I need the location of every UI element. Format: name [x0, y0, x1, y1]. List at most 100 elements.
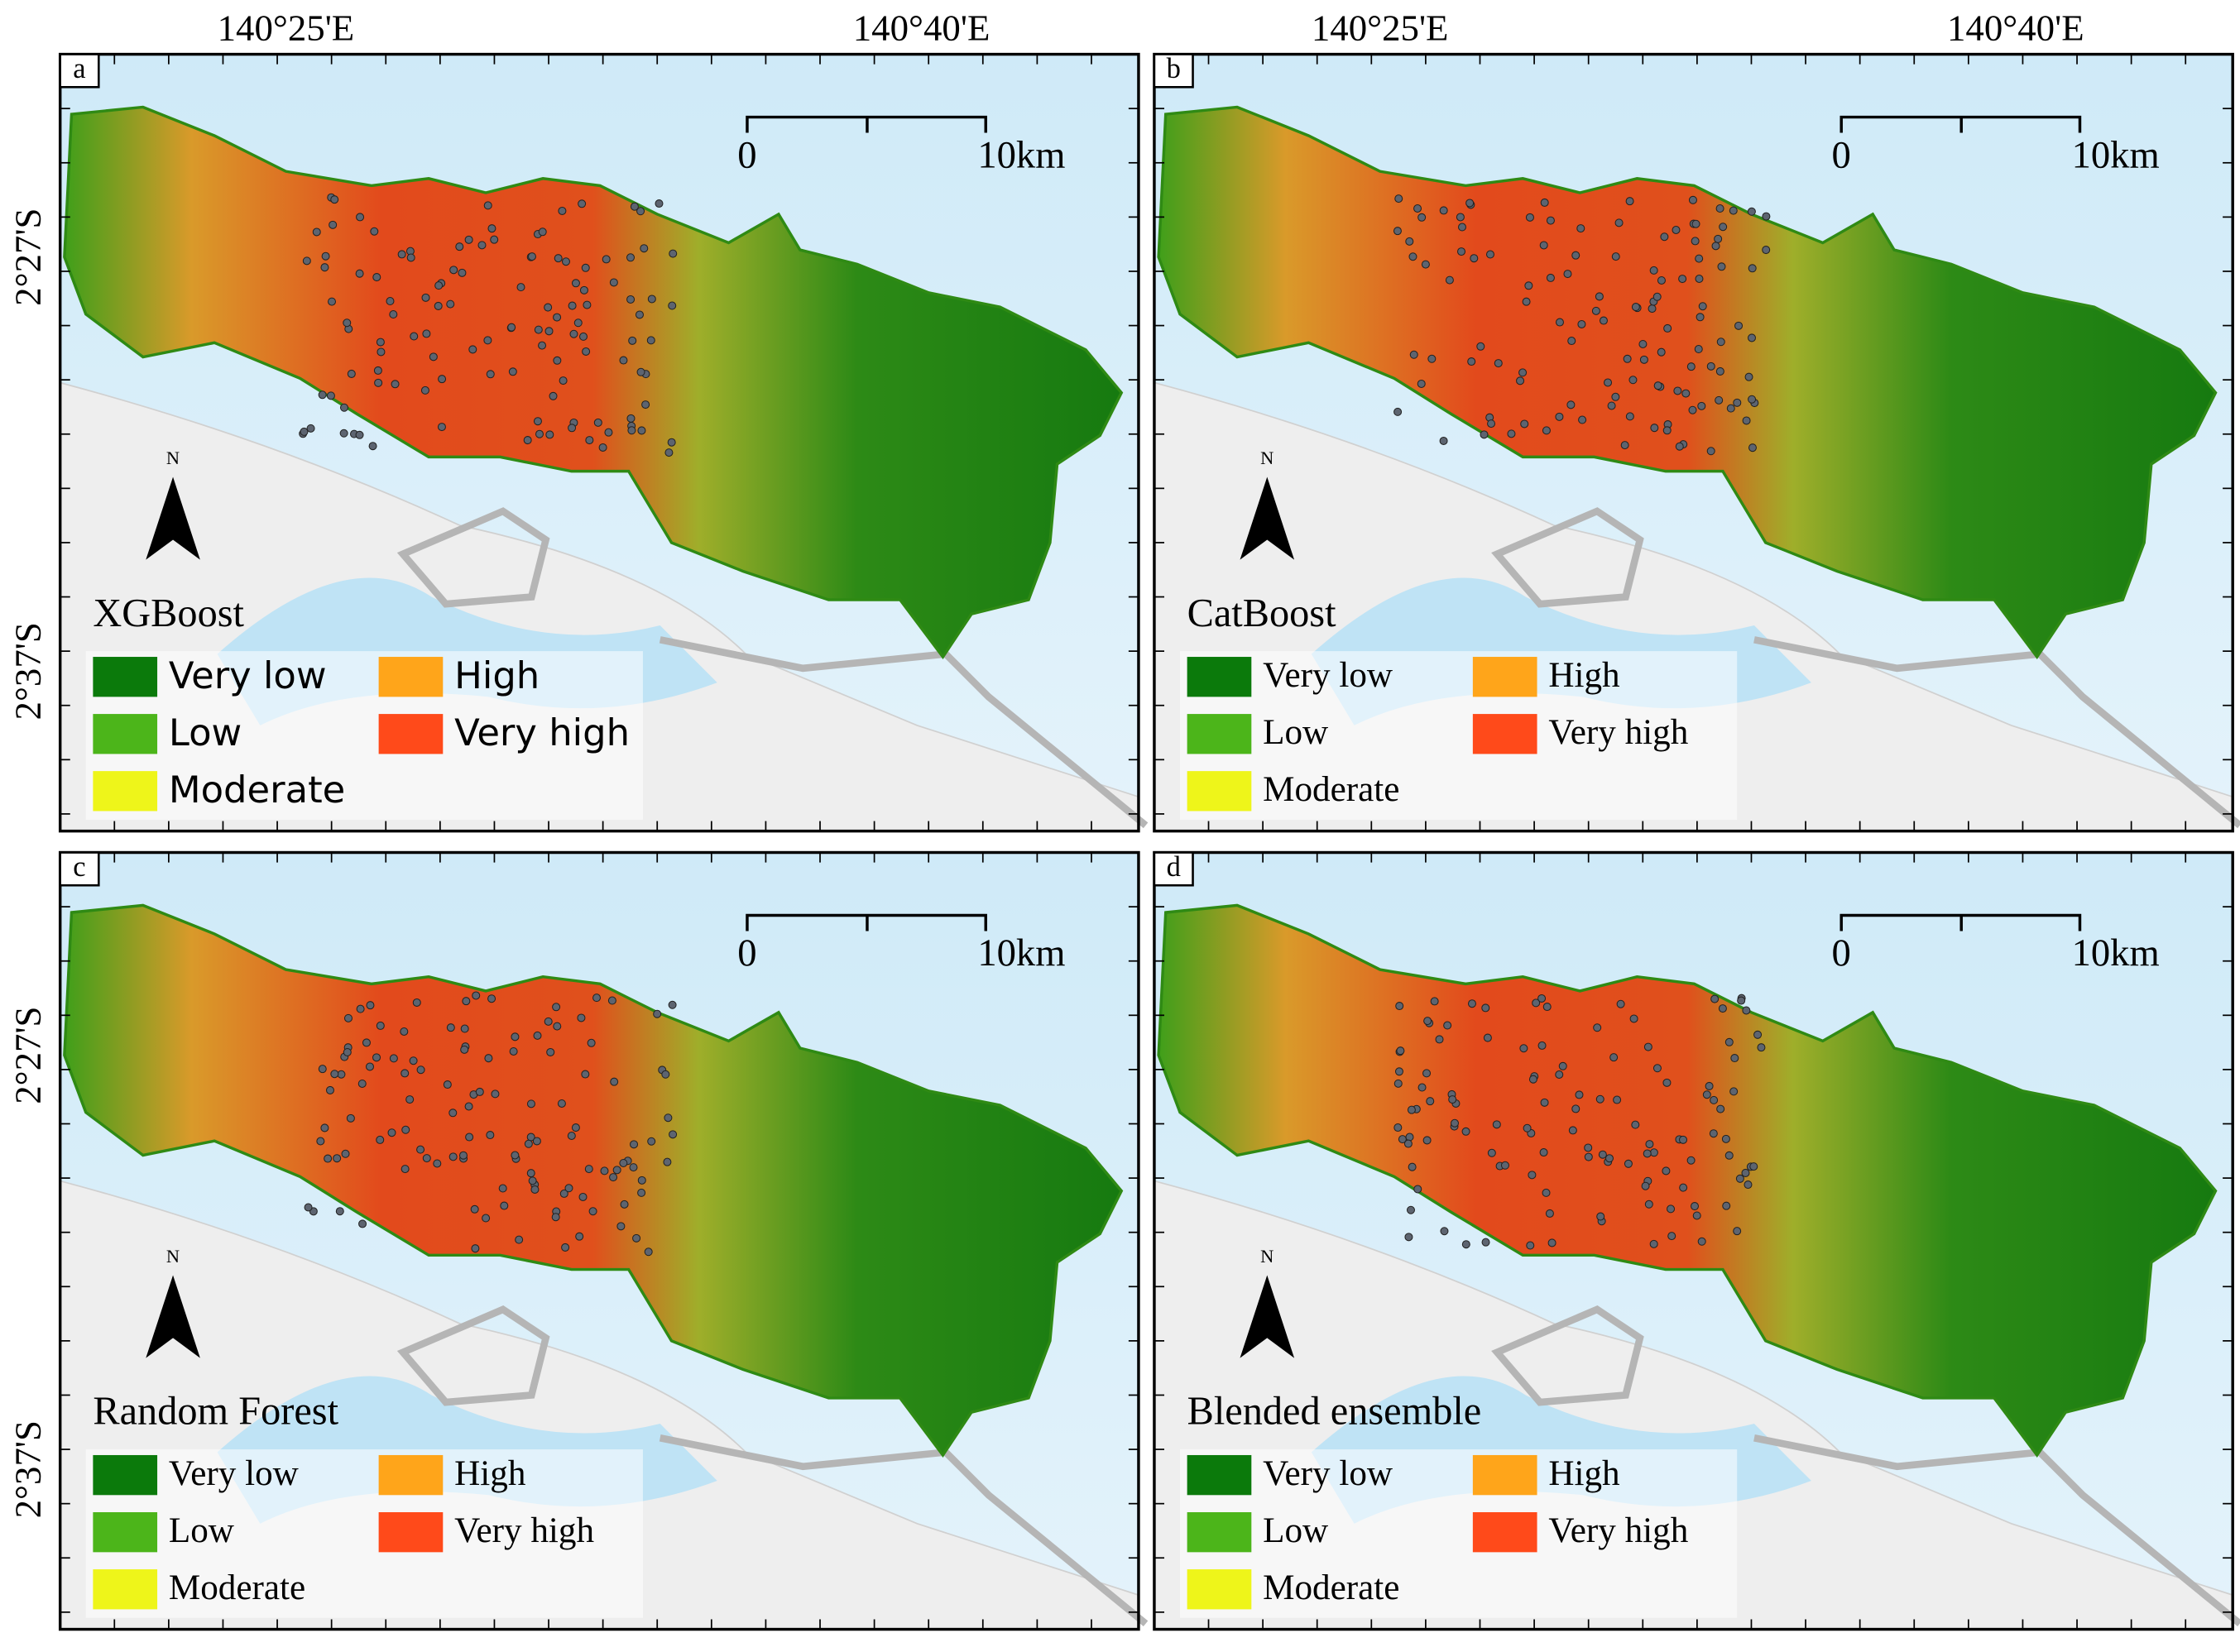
landslide-point [553, 1022, 562, 1031]
landslide-point [1688, 405, 1697, 414]
landslide-point [1555, 318, 1564, 327]
landslide-point [1729, 206, 1738, 215]
scale-end: 10km [2072, 931, 2160, 974]
landslide-point [1413, 1185, 1422, 1194]
legend-label: Low [169, 1511, 234, 1550]
landslide-point [1524, 281, 1533, 290]
landslide-point [628, 336, 637, 345]
landslide-point [1625, 412, 1634, 421]
landslide-point [1742, 1006, 1751, 1015]
landslide-point [1695, 254, 1704, 263]
landslide-point [1540, 198, 1549, 207]
landslide-point [389, 310, 398, 319]
landslide-point [1639, 355, 1648, 364]
landslide-point [1692, 1211, 1701, 1220]
landslide-point [370, 227, 379, 236]
landslide-point [409, 1056, 418, 1065]
landslide-point [330, 195, 339, 204]
landslide-point [1461, 1127, 1470, 1136]
landslide-point [1607, 401, 1616, 410]
landslide-point [1706, 362, 1715, 371]
landslide-point [1611, 392, 1620, 401]
landslide-point [1648, 304, 1657, 314]
legend-swatch [1187, 657, 1252, 697]
landslide-point [544, 1017, 553, 1026]
landslide-point [1394, 194, 1403, 204]
landslide-point [552, 1003, 561, 1012]
legend-label: Very low [1263, 656, 1393, 695]
landslide-point [1457, 223, 1467, 232]
landslide-point [1662, 426, 1672, 435]
landslide-point [635, 310, 644, 319]
landslide-point [1711, 242, 1720, 251]
legend-swatch [378, 1454, 444, 1496]
landslide-point [568, 301, 577, 310]
landslide-point [366, 1001, 375, 1010]
legend-swatch [1187, 1512, 1252, 1553]
frame [58, 850, 1140, 1631]
landslide-point [416, 1145, 425, 1154]
landslide-point [446, 299, 455, 309]
landslide-point [1672, 225, 1681, 235]
landslide-point [448, 1109, 458, 1118]
landslide-point [1749, 1162, 1758, 1171]
landslide-point [511, 1032, 520, 1041]
landslide-point [1417, 1083, 1427, 1092]
landslide-point [1528, 1075, 1537, 1084]
legend-label: High [454, 1454, 525, 1493]
landslide-point [1733, 1227, 1742, 1236]
landslide-point [1405, 1132, 1414, 1142]
landslide-point [448, 1152, 458, 1161]
landslide-point [1576, 224, 1585, 233]
landslide-point [500, 1201, 509, 1210]
legend-swatch [1472, 1512, 1537, 1553]
landslide-point [483, 201, 492, 210]
legend-label: Low [169, 711, 242, 754]
landslide-point [526, 1169, 535, 1178]
landslide-point [1487, 1148, 1496, 1157]
landslide-point [1522, 297, 1531, 306]
landslide-point [1566, 400, 1576, 409]
landslide-point [1439, 206, 1448, 215]
landslide-point [1744, 372, 1753, 381]
landslide-point [612, 1166, 621, 1175]
landslide-point [554, 254, 563, 263]
landslide-point [626, 414, 636, 423]
landslide-point [1717, 262, 1726, 271]
landslide-point [300, 427, 309, 436]
landslide-point [1539, 241, 1548, 250]
landslide-point [1409, 350, 1418, 359]
landslide-point [358, 1219, 367, 1228]
landslide-point [578, 1192, 588, 1201]
landslide-point [438, 375, 447, 384]
landslide-point [1611, 252, 1620, 261]
landslide-point [1584, 1152, 1593, 1161]
landslide-point [406, 253, 415, 262]
landslide-point [630, 202, 639, 211]
legend-swatch [93, 1569, 158, 1610]
landslide-point [1395, 1002, 1404, 1011]
hazard-zone [1157, 903, 2218, 1458]
landslide-point [626, 294, 636, 304]
model-title: XGBoost [93, 591, 244, 635]
landslide-point [410, 332, 419, 341]
north-label: N [166, 448, 180, 468]
landslide-point [1571, 251, 1580, 260]
legend-swatch [378, 714, 444, 754]
landslide-point [347, 369, 356, 378]
landslide-point [1568, 1126, 1577, 1135]
landslide-point [1481, 1238, 1490, 1247]
landslide-point [1413, 204, 1422, 213]
landslide-point [318, 390, 327, 400]
landslide-point [579, 332, 588, 341]
legend-swatch [378, 1512, 444, 1553]
landslide-point [1435, 1035, 1444, 1044]
landslide-point [578, 199, 587, 208]
legend-swatch [93, 1454, 158, 1496]
landslide-point [1734, 321, 1744, 330]
landslide-point [486, 1131, 495, 1140]
landslide-point [626, 253, 636, 262]
landslide-point [462, 997, 471, 1006]
landslide-point [484, 1054, 493, 1063]
landslide-point [653, 1009, 662, 1018]
